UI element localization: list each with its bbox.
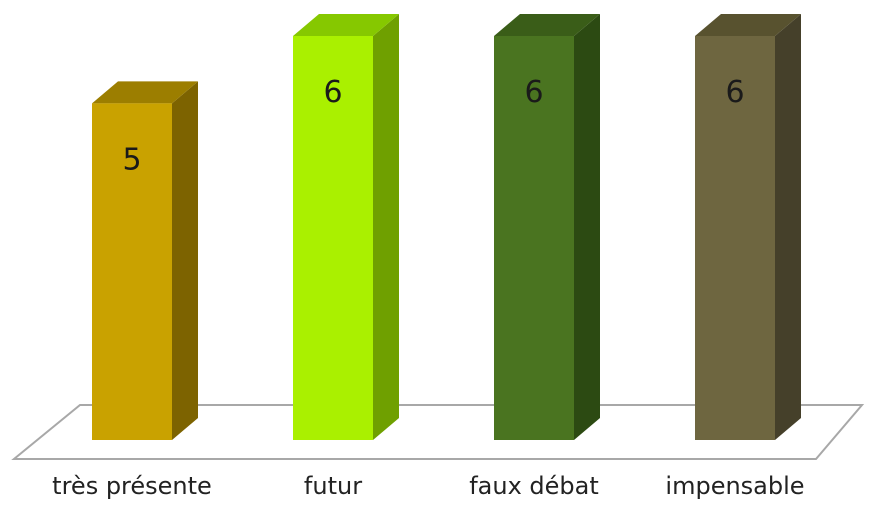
data-label: 6 (524, 75, 543, 110)
bar-1 (92, 81, 198, 440)
bar-front (293, 36, 373, 440)
bar-side (775, 14, 801, 440)
bar-front (494, 36, 574, 440)
bar-top (293, 14, 399, 36)
bar-top (695, 14, 801, 36)
category-label: faux débat (469, 472, 599, 500)
data-label: 6 (323, 75, 342, 110)
bar-front (92, 103, 172, 440)
bar-2 (293, 14, 399, 440)
bar-front (695, 36, 775, 440)
category-label: très présente (52, 472, 212, 500)
bar-3 (494, 14, 600, 440)
bar-top (92, 81, 198, 104)
bar-side (172, 81, 198, 440)
bar-top (494, 14, 600, 36)
category-label: impensable (665, 472, 804, 500)
data-label: 6 (725, 75, 744, 110)
bar-side (373, 14, 399, 440)
chart-floor (11, 404, 865, 460)
bar-side (574, 14, 600, 440)
data-label: 5 (122, 142, 141, 177)
category-label: futur (304, 472, 362, 500)
bar-4 (695, 14, 801, 440)
